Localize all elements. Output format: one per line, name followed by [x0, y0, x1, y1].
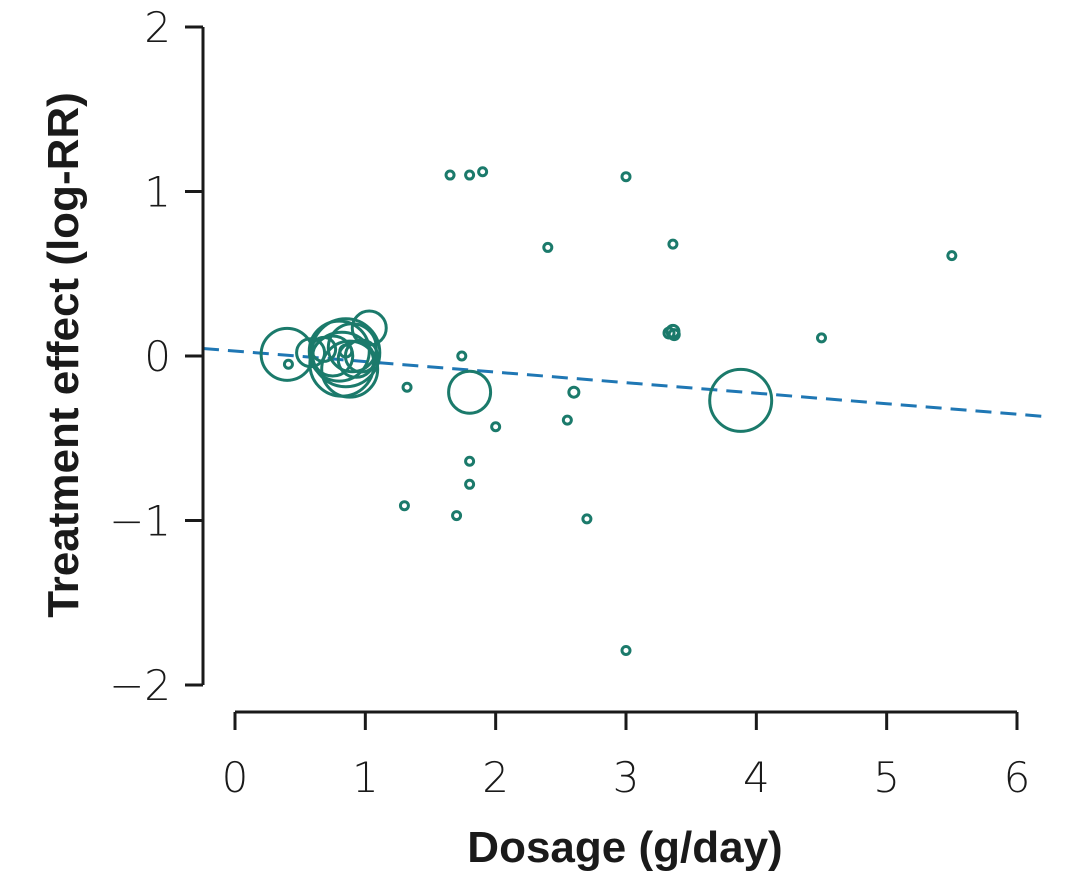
- x-tick-label: 3: [613, 753, 640, 802]
- data-point: [464, 478, 476, 490]
- y-tick-label: −1: [109, 497, 171, 546]
- data-point: [401, 381, 413, 393]
- data-point: [464, 455, 476, 467]
- data-point: [490, 421, 502, 433]
- plot-area: [202, 166, 1044, 656]
- x-tick-label: 1: [352, 753, 379, 802]
- x-axis: 0 1 2 3 4 5 6: [222, 710, 1031, 802]
- x-tick-label: 0: [222, 753, 249, 802]
- data-point: [667, 238, 679, 250]
- x-axis-title: Dosage (g/day): [467, 823, 782, 872]
- data-point: [620, 644, 632, 656]
- data-point: [350, 309, 388, 347]
- data-point: [816, 332, 827, 344]
- data-point: [343, 338, 379, 374]
- data-point: [310, 317, 382, 389]
- x-tick-label: 5: [873, 753, 900, 802]
- data-point: [567, 385, 581, 399]
- trend-layer: [202, 346, 1044, 418]
- x-tick-label: 6: [1004, 753, 1031, 802]
- y-axis: 2 1 0 −1 −2: [109, 3, 205, 710]
- y-axis-title: Treatment effect (log-RR): [39, 92, 88, 618]
- trend-line: [202, 346, 1044, 418]
- data-point: [581, 513, 593, 525]
- data-point: [451, 510, 463, 522]
- y-ticks: 2 1 0 −1 −2: [109, 3, 203, 710]
- x-tick-label: 2: [482, 753, 509, 802]
- data-point: [282, 358, 294, 370]
- data-point: [708, 367, 774, 433]
- y-tick-label: 1: [144, 168, 171, 217]
- data-point: [946, 250, 958, 262]
- data-point: [561, 414, 573, 426]
- data-point: [464, 169, 476, 181]
- x-ticks: 0 1 2 3 4 5 6: [222, 712, 1031, 802]
- x-tick-label: 4: [743, 753, 770, 802]
- y-tick-label: −2: [109, 661, 171, 710]
- data-point: [542, 241, 554, 253]
- data-point: [456, 350, 468, 362]
- data-point: [444, 169, 456, 181]
- data-point: [667, 328, 681, 342]
- data-point: [620, 171, 632, 183]
- data-point: [447, 369, 493, 415]
- y-tick-label: 2: [144, 3, 171, 52]
- points-layer: [259, 166, 958, 656]
- data-point: [477, 166, 489, 178]
- data-point: [398, 500, 410, 512]
- y-tick-label: 0: [144, 332, 171, 381]
